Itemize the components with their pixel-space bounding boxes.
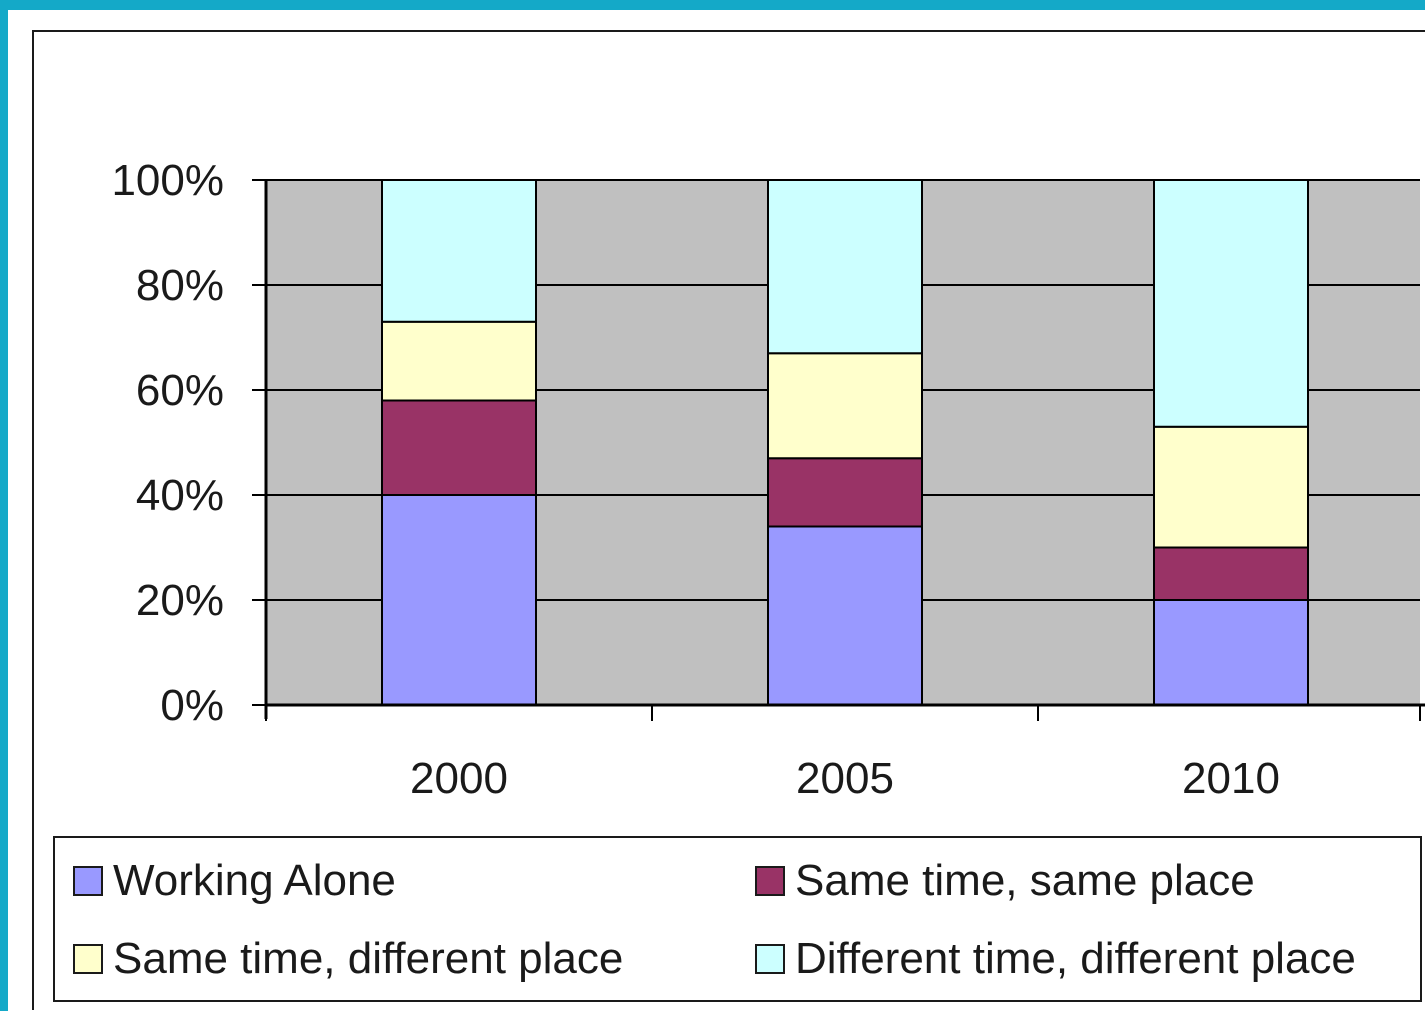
y-tick-label: 100% bbox=[111, 156, 224, 205]
bar-segment bbox=[1153, 425, 1309, 549]
bar-segment bbox=[381, 494, 537, 706]
bar-segment bbox=[1153, 546, 1309, 601]
bar-segment bbox=[381, 179, 537, 323]
x-tick-label: 2010 bbox=[1182, 754, 1280, 803]
x-tick-label: 2005 bbox=[796, 754, 894, 803]
chart-area bbox=[32, 30, 1425, 1010]
y-tick-label: 20% bbox=[136, 576, 224, 625]
bar-segment bbox=[767, 179, 923, 355]
legend-item-same-time-same-place: Same time, same place bbox=[755, 856, 1255, 906]
legend-label-working-alone: Working Alone bbox=[113, 856, 396, 905]
bar-segment bbox=[767, 457, 923, 528]
bar-segment bbox=[381, 399, 537, 496]
bar-segment bbox=[1153, 599, 1309, 706]
y-tick-label: 40% bbox=[136, 471, 224, 520]
legend-label-same-time-different-place: Same time, different place bbox=[113, 934, 624, 983]
x-tick-label: 2000 bbox=[410, 754, 508, 803]
legend-swatch-working-alone bbox=[73, 866, 103, 896]
legend-swatch-same-time-same-place bbox=[755, 866, 785, 896]
y-tick-label: 80% bbox=[136, 261, 224, 310]
bar-segment bbox=[381, 320, 537, 402]
y-tick-label: 60% bbox=[136, 366, 224, 415]
bar-segment bbox=[1153, 179, 1309, 428]
legend-item-same-time-different-place: Same time, different place bbox=[73, 934, 623, 984]
legend-swatch-different-time-different-place bbox=[755, 944, 785, 974]
legend-swatch-same-time-different-place bbox=[73, 944, 103, 974]
legend-label-different-time-different-place: Different time, different place bbox=[795, 934, 1356, 983]
legend-item-working-alone: Working Alone bbox=[73, 856, 396, 906]
legend: Working Alone Same time, same place Same… bbox=[53, 836, 1422, 1002]
bar-segment bbox=[767, 352, 923, 460]
y-tick-label: 0% bbox=[160, 681, 224, 730]
legend-item-different-time-different-place: Different time, different place bbox=[755, 934, 1356, 984]
bar-segment bbox=[767, 525, 923, 706]
legend-label-same-time-same-place: Same time, same place bbox=[795, 856, 1255, 905]
